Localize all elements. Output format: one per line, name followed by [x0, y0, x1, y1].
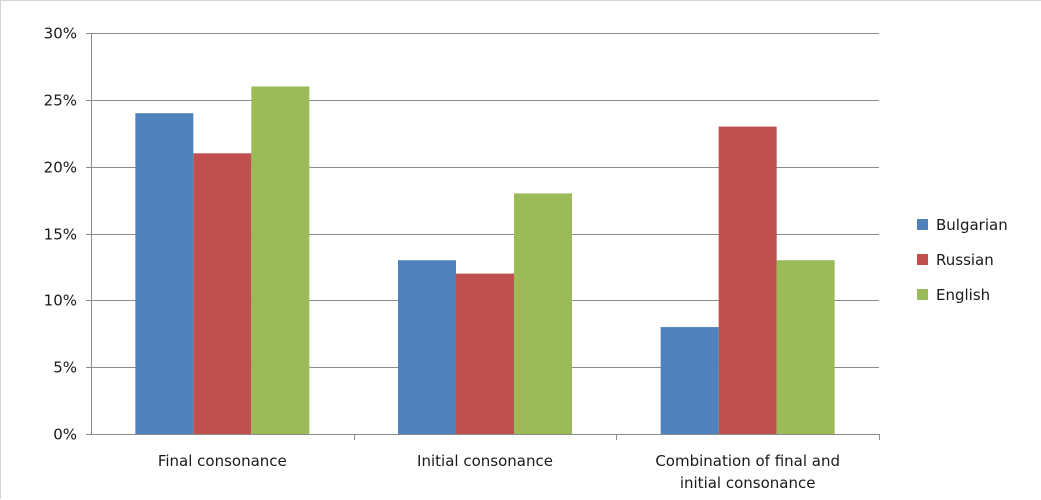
y-axis-tick-label: 15% [44, 226, 77, 244]
bar-english [514, 193, 572, 434]
bar-bulgarian [398, 260, 456, 434]
legend-swatch [917, 254, 928, 265]
legend: Bulgarian Russian English [917, 216, 1008, 304]
x-axis-category-labels: Final consonance Initial consonance Combin… [158, 452, 840, 492]
y-axis-tick-label: 5% [53, 359, 77, 377]
legend-item-english: English [917, 286, 990, 304]
legend-swatch [917, 219, 928, 230]
y-axis-tick-label: 20% [44, 159, 77, 177]
y-axis-tick-label: 10% [44, 292, 77, 310]
bar-russian [193, 153, 252, 435]
legend-item-russian: Russian [917, 251, 994, 269]
legend-label: Russian [936, 251, 994, 269]
legend-swatch [917, 289, 928, 300]
bars [135, 86, 835, 435]
y-axis-tick-labels: 0% 5% 10% 15% 20% 25% 30% [44, 25, 77, 444]
x-axis-category-label: Final consonance [158, 452, 287, 470]
legend-label: English [936, 286, 990, 304]
legend-item-bulgarian: Bulgarian [917, 216, 1008, 234]
y-axis-tick-label: 25% [44, 92, 77, 110]
bar-english [776, 260, 835, 434]
x-axis-category-label: Combination of final and initial consonan… [655, 452, 840, 492]
x-axis-category-label: Initial consonance [417, 452, 553, 470]
y-axis-tick-label: 30% [44, 25, 77, 43]
legend-label: Bulgarian [936, 216, 1008, 234]
y-axis-tick-label: 0% [53, 426, 77, 444]
bar-russian [718, 126, 777, 435]
axes [86, 33, 880, 440]
bar-bulgarian [135, 113, 194, 434]
bar-russian [456, 273, 514, 434]
bar-bulgarian [660, 327, 719, 434]
bar-english [251, 86, 310, 434]
